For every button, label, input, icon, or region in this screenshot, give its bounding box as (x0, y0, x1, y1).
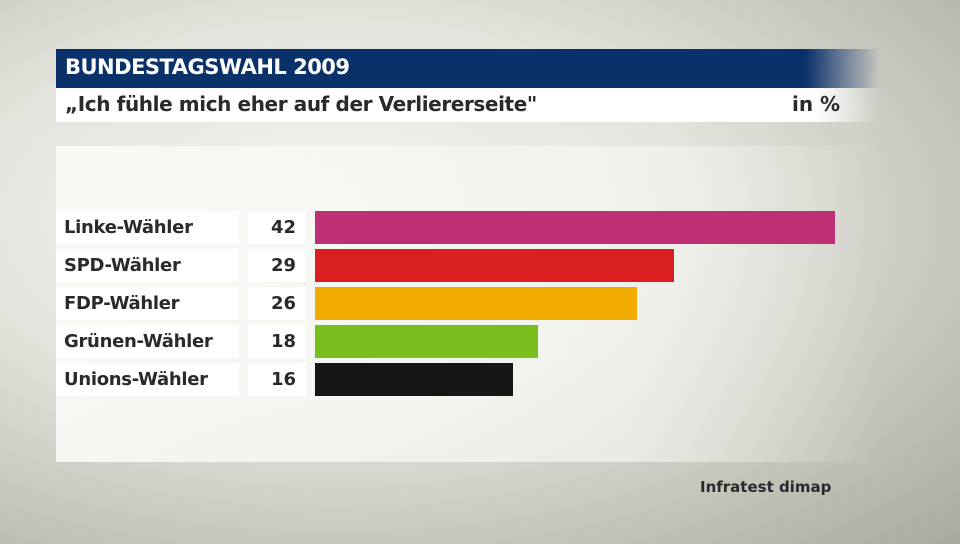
bar (315, 325, 538, 358)
title-bar: BUNDESTAGSWAHL 2009 (56, 49, 880, 88)
unit-label: in % (792, 92, 841, 116)
category-label-box: FDP-Wähler (56, 287, 239, 320)
category-label: Unions-Wähler (64, 369, 208, 390)
value-label: 29 (270, 255, 296, 276)
category-label-box: Linke-Wähler (56, 211, 239, 244)
value-label: 26 (270, 293, 296, 314)
category-label: SPD-Wähler (64, 255, 181, 276)
value-label-box: 18 (248, 325, 306, 358)
chart-subtitle: „Ich fühle mich eher auf der Verliererse… (65, 92, 537, 116)
value-label-box: 26 (248, 287, 306, 320)
category-label-box: SPD-Wähler (56, 249, 239, 282)
category-label: Linke-Wähler (64, 217, 193, 238)
category-label: Grünen-Wähler (64, 331, 213, 352)
value-label-box: 16 (248, 363, 306, 396)
value-label: 16 (270, 369, 296, 390)
bar (315, 363, 514, 396)
subtitle-bar: „Ich fühle mich eher auf der Verliererse… (56, 88, 880, 122)
bar (315, 287, 637, 320)
source-label: Infratest dimap (700, 478, 832, 496)
value-label: 18 (270, 331, 296, 352)
category-label: FDP-Wähler (64, 293, 180, 314)
category-label-box: Unions-Wähler (56, 363, 239, 396)
bar (315, 249, 675, 282)
bar (315, 211, 835, 244)
value-label-box: 29 (248, 249, 306, 282)
value-label-box: 42 (248, 211, 306, 244)
value-label: 42 (270, 217, 296, 238)
category-label-box: Grünen-Wähler (56, 325, 239, 358)
chart-title: BUNDESTAGSWAHL 2009 (65, 55, 350, 79)
